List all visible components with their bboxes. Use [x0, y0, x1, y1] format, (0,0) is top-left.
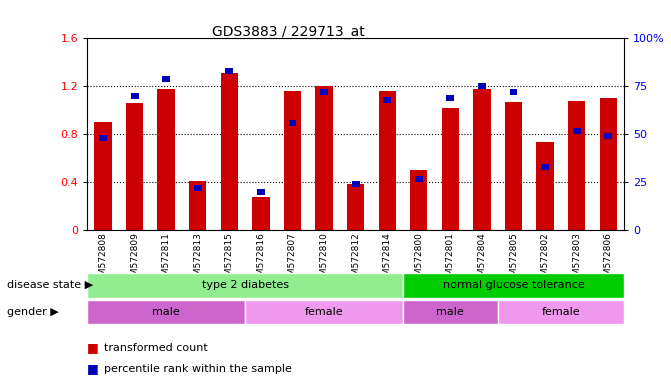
Text: GDS3883 / 229713_at: GDS3883 / 229713_at — [212, 25, 365, 39]
Bar — [347, 184, 364, 230]
Text: type 2 diabetes: type 2 diabetes — [201, 280, 289, 290]
Bar — [403, 273, 624, 298]
Text: male: male — [152, 307, 180, 317]
Bar — [245, 300, 403, 324]
Text: gender ▶: gender ▶ — [7, 307, 58, 317]
Bar — [257, 189, 265, 195]
Bar — [162, 76, 170, 82]
Text: normal glucose tolerance: normal glucose tolerance — [443, 280, 584, 290]
Bar — [605, 133, 612, 139]
Bar — [320, 89, 328, 95]
Bar — [473, 89, 491, 230]
Text: percentile rank within the sample: percentile rank within the sample — [104, 364, 292, 374]
Bar — [541, 164, 549, 170]
Text: male: male — [436, 307, 464, 317]
Bar — [498, 300, 624, 324]
Bar — [568, 101, 585, 230]
Text: ■: ■ — [87, 341, 103, 354]
Bar — [284, 91, 301, 230]
Bar — [225, 68, 234, 74]
Bar — [131, 93, 138, 99]
Bar — [87, 300, 245, 324]
Bar — [403, 300, 498, 324]
Text: disease state ▶: disease state ▶ — [7, 280, 93, 290]
Text: ■: ■ — [87, 362, 103, 375]
Bar — [600, 98, 617, 230]
Bar — [410, 170, 427, 230]
Bar — [352, 181, 360, 187]
Bar — [509, 89, 517, 95]
Bar — [536, 142, 554, 230]
Bar — [95, 122, 111, 230]
Bar — [221, 73, 238, 230]
Bar — [446, 95, 454, 101]
Bar — [289, 120, 297, 126]
Bar — [99, 135, 107, 141]
Bar — [315, 86, 333, 230]
Bar — [573, 127, 580, 134]
Bar — [189, 181, 207, 230]
Bar — [87, 273, 403, 298]
Text: transformed count: transformed count — [104, 343, 208, 353]
Bar — [478, 83, 486, 89]
Text: female: female — [305, 307, 344, 317]
Bar — [378, 91, 396, 230]
Bar — [126, 103, 144, 230]
Bar — [415, 175, 423, 182]
Text: female: female — [541, 307, 580, 317]
Bar — [158, 89, 175, 230]
Bar — [442, 108, 459, 230]
Bar — [252, 197, 270, 230]
Bar — [194, 185, 202, 191]
Bar — [505, 102, 522, 230]
Bar — [383, 97, 391, 103]
